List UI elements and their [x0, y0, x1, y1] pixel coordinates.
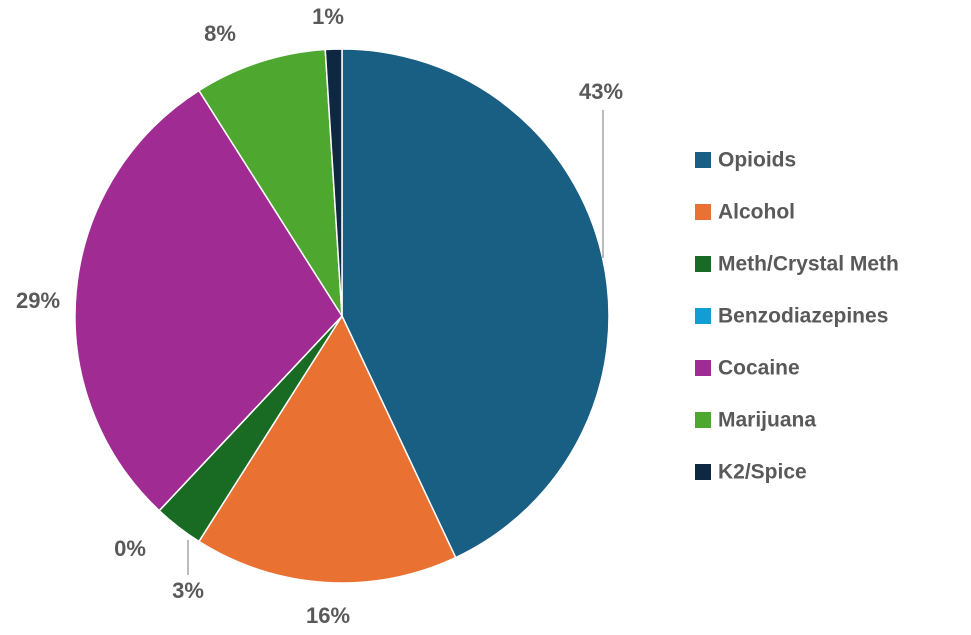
- legend-swatch: [695, 412, 711, 428]
- legend-label: K2/Spice: [718, 461, 807, 484]
- legend-swatch: [695, 204, 711, 220]
- legend-label: Meth/Crystal Meth: [718, 253, 899, 276]
- data-label: 1%: [312, 4, 344, 29]
- data-label: 0%: [114, 536, 146, 561]
- data-label: 29%: [16, 288, 60, 313]
- legend-swatch: [695, 464, 711, 480]
- data-label: 8%: [204, 21, 236, 46]
- legend-label: Alcohol: [718, 201, 795, 224]
- legend-label: Marijuana: [718, 409, 816, 432]
- pie-slice: [197, 314, 457, 584]
- legend-label: Cocaine: [718, 357, 800, 380]
- data-label: 3%: [172, 578, 204, 603]
- legend-label: Opioids: [718, 149, 796, 172]
- data-label: 16%: [306, 603, 350, 628]
- pie-slice: [74, 89, 343, 512]
- legend-swatch: [695, 308, 711, 324]
- pie-slice: [197, 48, 343, 317]
- legend-swatch: [695, 360, 711, 376]
- data-label: 43%: [579, 79, 623, 104]
- legend-swatch: [695, 256, 711, 272]
- legend-label: Benzodiazepines: [718, 305, 888, 328]
- pie-slice: [324, 48, 343, 317]
- legend-swatch: [695, 152, 711, 168]
